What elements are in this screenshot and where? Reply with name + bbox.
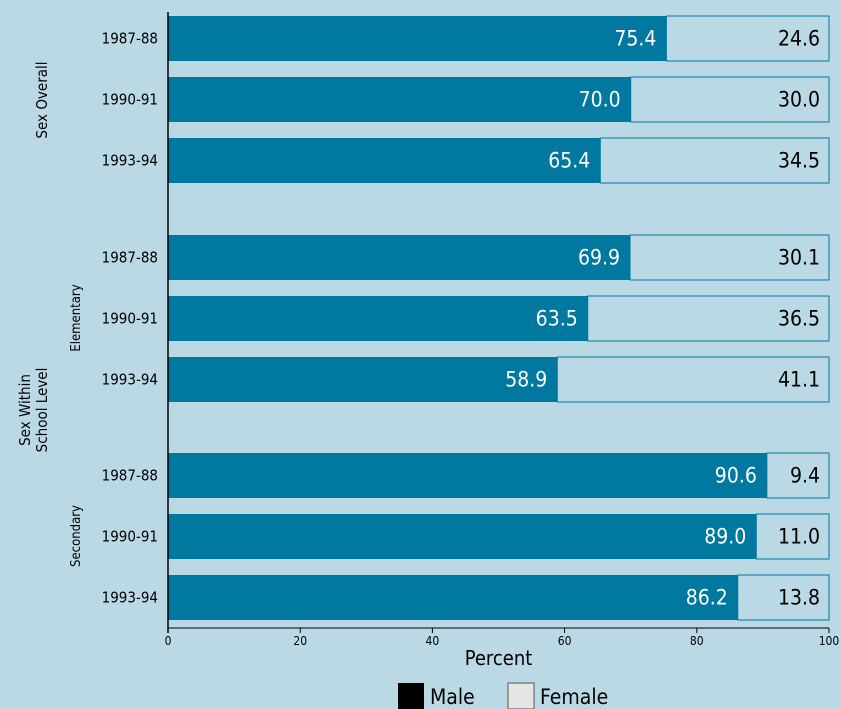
year-label: 1993-94: [102, 589, 158, 607]
x-tick-label: 100: [819, 634, 840, 648]
shared-group-label-line1: Sex Within: [16, 374, 34, 446]
female-value-label: 30.0: [778, 88, 820, 112]
year-label: 1993-94: [102, 152, 158, 170]
legend-swatch-female: [507, 682, 535, 709]
female-value-label: 30.1: [778, 246, 820, 270]
female-value-label: 9.4: [790, 464, 820, 488]
male-value-label: 86.2: [686, 586, 728, 610]
male-value-label: 90.6: [715, 464, 757, 488]
bar-male: [168, 296, 588, 341]
legend-label-male: Male: [430, 685, 475, 709]
bar-female: [556, 356, 830, 403]
female-value-label: 34.5: [778, 149, 820, 173]
year-label: 1987-88: [102, 467, 158, 485]
bar-male: [168, 138, 601, 183]
bar-female: [629, 234, 830, 281]
bar-male: [168, 16, 667, 61]
bar-female: [599, 137, 830, 184]
year-label: 1993-94: [102, 371, 158, 389]
male-value-label: 89.0: [704, 525, 746, 549]
bar-male: [168, 514, 757, 559]
group-sublabel-secondary: Secondary: [69, 505, 84, 567]
bar-female: [630, 76, 830, 123]
year-label: 1987-88: [102, 249, 158, 267]
bar-male: [168, 235, 631, 280]
bar-male: [168, 453, 767, 498]
x-tick-label: 20: [293, 634, 307, 648]
bar-male: [168, 575, 738, 620]
legend-swatch-male: [398, 683, 424, 709]
x-tick-label: 0: [165, 634, 172, 648]
shared-group-label-line2: School Level: [33, 368, 51, 453]
legend-label-female: Female: [540, 685, 608, 709]
male-value-label: 63.5: [536, 307, 578, 331]
male-value-label: 75.4: [614, 27, 656, 51]
male-value-label: 58.9: [505, 368, 547, 392]
bar-female: [587, 295, 830, 342]
x-axis-label: Percent: [465, 646, 533, 670]
group-label-sex-overall: Sex Overall: [33, 61, 51, 138]
bar-female: [755, 513, 830, 560]
female-value-label: 41.1: [778, 368, 820, 392]
bar-female: [665, 15, 830, 62]
bar-male: [168, 77, 631, 122]
x-tick-label: 60: [558, 634, 572, 648]
female-value-label: 24.6: [778, 27, 820, 51]
male-value-label: 65.4: [548, 149, 590, 173]
bar-male: [168, 357, 558, 402]
x-tick-label: 40: [426, 634, 440, 648]
male-value-label: 70.0: [579, 88, 621, 112]
group-sublabel-elementary: Elementary: [69, 284, 84, 351]
year-label: 1990-91: [102, 310, 158, 328]
bar-female: [766, 452, 830, 499]
female-value-label: 13.8: [778, 586, 820, 610]
year-label: 1990-91: [102, 528, 158, 546]
year-label: 1987-88: [102, 30, 158, 48]
male-value-label: 69.9: [578, 246, 620, 270]
bar-female: [737, 574, 830, 621]
female-value-label: 36.5: [778, 307, 820, 331]
female-value-label: 11.0: [778, 525, 820, 549]
year-label: 1990-91: [102, 91, 158, 109]
x-tick-label: 80: [690, 634, 704, 648]
